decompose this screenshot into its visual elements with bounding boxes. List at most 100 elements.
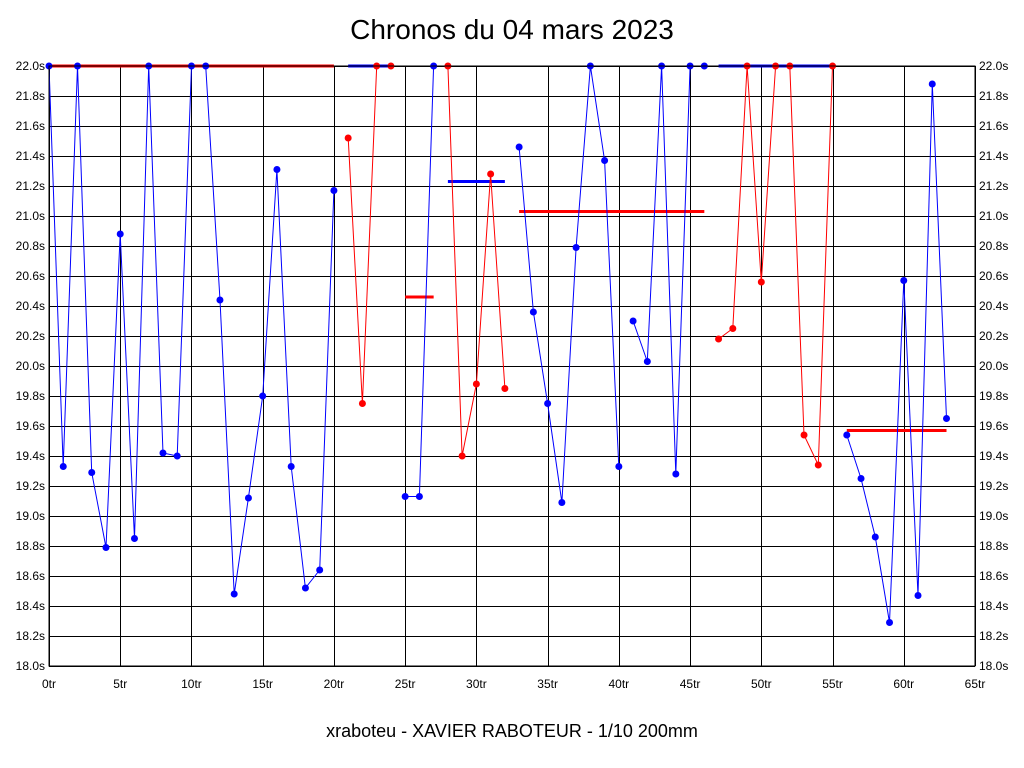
x-tick-label: 45tr <box>680 677 701 691</box>
data-point <box>572 244 580 251</box>
data-point <box>558 499 566 506</box>
y-tick-label-right: 19.6s <box>979 419 1008 433</box>
y-tick-label-right: 20.4s <box>979 299 1008 313</box>
y-tick-label-left: 20.4s <box>16 299 45 313</box>
y-tick-label-right: 18.0s <box>979 659 1008 673</box>
y-tick-label-left: 21.0s <box>16 209 45 223</box>
data-point <box>59 463 67 470</box>
data-point <box>643 358 651 365</box>
y-tick-label-left: 20.6s <box>16 269 45 283</box>
y-tick-label-right: 18.6s <box>979 569 1008 583</box>
data-point <box>943 415 951 422</box>
x-tick-label: 55tr <box>822 677 843 691</box>
data-point <box>102 544 110 551</box>
y-tick-label-right: 18.2s <box>979 629 1008 643</box>
data-point <box>472 380 480 388</box>
data-point <box>244 494 252 502</box>
data-point <box>358 400 366 407</box>
x-tick-label: 40tr <box>609 677 630 691</box>
y-tick-label-left: 18.4s <box>16 599 45 613</box>
series-line <box>347 65 391 404</box>
y-tick-label-right: 21.2s <box>979 179 1008 193</box>
y-tick-label-left: 21.4s <box>16 149 45 163</box>
y-tick-label-left: 22.0s <box>16 59 45 73</box>
chart-footer: xraboteu - XAVIER RABOTEUR - 1/10 200mm <box>326 721 698 741</box>
y-tick-label-left: 18.6s <box>16 569 45 583</box>
y-tick-label-right: 19.0s <box>979 509 1008 523</box>
x-tick-label: 10tr <box>181 677 202 691</box>
y-tick-label-right: 19.4s <box>979 449 1008 463</box>
y-tick-label-right: 18.4s <box>979 599 1008 613</box>
data-point <box>216 296 224 304</box>
x-tick-label: 60tr <box>893 677 914 691</box>
x-tick-label: 50tr <box>751 677 772 691</box>
axis-labels-layer: 18.0s 18.0s 18.2s 18.2s 18.4s 18.4s 18.6s 18.6s… <box>16 59 1009 691</box>
data-point <box>629 317 637 325</box>
y-tick-label-right: 18.8s <box>979 539 1008 553</box>
y-tick-label-left: 19.8s <box>16 389 45 403</box>
data-point <box>88 469 96 476</box>
data-point <box>857 475 865 482</box>
y-tick-label-right: 20.2s <box>979 329 1008 343</box>
data-point <box>544 400 552 407</box>
y-tick-label-right: 21.6s <box>979 119 1008 133</box>
average-lines-layer <box>49 64 947 432</box>
y-tick-label-left: 20.8s <box>16 239 45 253</box>
data-point <box>515 143 523 151</box>
x-tick-label: 65tr <box>965 677 986 691</box>
y-tick-label-left: 19.0s <box>16 509 45 523</box>
data-point <box>501 385 509 392</box>
data-point <box>814 461 822 469</box>
x-tick-label: 0tr <box>42 677 56 691</box>
data-point <box>330 187 338 194</box>
y-tick-label-left: 18.0s <box>16 659 45 673</box>
series-line <box>632 65 705 475</box>
data-point <box>316 566 324 574</box>
data-point <box>928 80 936 88</box>
data-point <box>757 278 765 286</box>
y-tick-label-right: 21.0s <box>979 209 1008 223</box>
y-tick-label-left: 21.2s <box>16 179 45 193</box>
series-line <box>405 65 435 497</box>
data-point <box>601 157 609 164</box>
chart-title: Chronos du 04 mars 2023 <box>350 14 674 45</box>
y-tick-label-right: 21.4s <box>979 149 1008 163</box>
x-tick-label: 5tr <box>113 677 127 691</box>
x-tick-label: 25tr <box>395 677 416 691</box>
y-tick-label-left: 19.6s <box>16 419 45 433</box>
data-point <box>529 308 537 316</box>
data-point <box>344 134 352 142</box>
y-tick-label-right: 20.0s <box>979 359 1008 373</box>
data-point <box>843 431 851 439</box>
y-tick-label-right: 20.8s <box>979 239 1008 253</box>
y-tick-label-left: 20.2s <box>16 329 45 343</box>
y-tick-label-left: 19.4s <box>16 449 45 463</box>
data-point <box>871 533 879 541</box>
x-tick-label: 30tr <box>466 677 487 691</box>
data-point <box>800 431 808 439</box>
plot-frame <box>48 65 976 667</box>
x-tick-label: 15tr <box>252 677 273 691</box>
data-point <box>615 463 623 470</box>
data-point <box>259 392 267 400</box>
y-tick-label-left: 19.2s <box>16 479 45 493</box>
y-tick-label-left: 20.0s <box>16 359 45 373</box>
data-point <box>729 325 737 332</box>
data-point <box>487 170 495 178</box>
y-tick-label-right: 20.6s <box>979 269 1008 283</box>
y-tick-label-right: 19.8s <box>979 389 1008 403</box>
data-point <box>672 470 680 478</box>
y-tick-label-left: 18.2s <box>16 629 45 643</box>
x-tick-label: 20tr <box>324 677 345 691</box>
x-tick-label: 35tr <box>537 677 558 691</box>
data-point <box>458 452 466 460</box>
y-tick-label-right: 21.8s <box>979 89 1008 103</box>
y-tick-label-right: 22.0s <box>979 59 1008 73</box>
series-line <box>846 83 947 623</box>
data-point <box>715 335 723 343</box>
data-point <box>159 449 167 457</box>
data-point <box>415 493 423 500</box>
y-tick-label-left: 18.8s <box>16 539 45 553</box>
data-point <box>301 584 309 592</box>
